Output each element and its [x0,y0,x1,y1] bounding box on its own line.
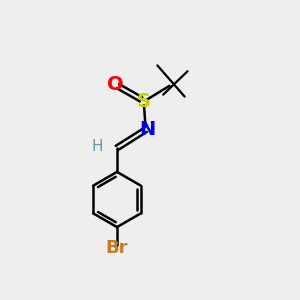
Text: N: N [139,120,155,140]
Text: H: H [92,139,103,154]
Text: S: S [137,92,151,111]
Text: Br: Br [106,239,128,257]
Text: O: O [107,75,124,94]
